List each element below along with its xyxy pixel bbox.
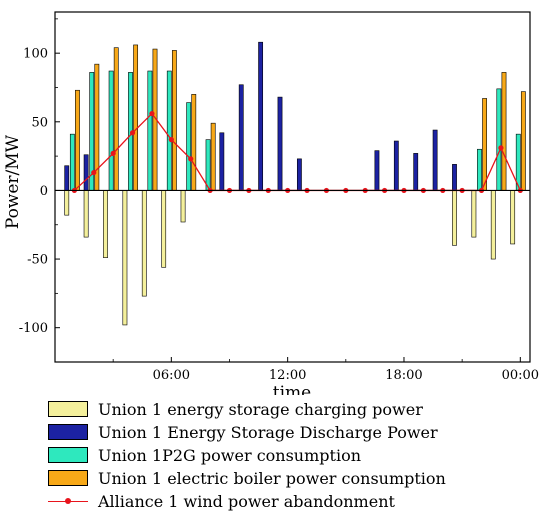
x-tick-label: 00:00 [502,368,539,383]
legend-item: Union 1P2G power consumption [48,444,548,467]
legend: Union 1 energy storage charging power Un… [48,398,548,513]
bar-p2g [205,139,211,191]
y-tick-label: -100 [19,321,48,336]
bar-p2g [477,148,482,191]
legend-label: Alliance 1 wind power abandonment [98,492,395,511]
bar-charging [122,190,128,326]
bar-discharge [452,164,457,191]
y-axis-label: Power/MW [3,134,23,229]
bar-p2g [496,88,502,191]
wind-abandonment-marker [498,145,504,151]
legend-swatch-discharge [48,424,88,440]
legend-label: Union 1 energy storage charging power [98,400,423,419]
bar-discharge [432,129,438,191]
bar-discharge [277,96,283,191]
legend-marker-wind [65,498,71,504]
legend-label: Union 1 Energy Storage Discharge Power [98,423,438,442]
x-tick-label: 12:00 [269,368,306,383]
y-tick-label: 50 [31,115,48,130]
bar-boiler [482,98,487,191]
bar-p2g [108,70,114,191]
bar-boiler [113,47,119,191]
y-tick-label: -50 [27,253,48,268]
bar-charging [180,190,186,223]
axes-layer: -100 -50 0 50 100 06:00 12:00 18:00 00:00 [19,11,539,383]
bar-charging [141,190,147,297]
bar-charging [161,190,167,268]
wind-abandonment-marker [91,169,97,176]
bar-boiler [501,72,507,191]
legend-item: Union 1 electric boiler power consumptio… [48,467,548,490]
wind-abandonment-marker [168,137,174,143]
bar-charging [452,190,457,246]
bar-p2g [147,70,153,191]
plot-frame [54,11,531,363]
bar-boiler [75,89,80,191]
bar-p2g [69,133,75,191]
legend-swatch-boiler [48,470,88,486]
bar-boiler [133,44,139,191]
wind-abandonment-marker [149,110,155,117]
bar-discharge [219,132,225,191]
y-tick-label: 0 [40,184,48,199]
bar-discharge [64,165,70,191]
legend-label: Union 1P2G power consumption [98,446,362,465]
bar-discharge [374,150,380,191]
x-tick-label: 06:00 [153,368,190,383]
bar-boiler [520,91,526,191]
bar-charging [471,190,477,238]
x-tick-label: 18:00 [385,368,422,383]
bars-layer [64,41,526,326]
chart-plot: -100 -50 0 50 100 06:00 12:00 18:00 00:00 Power/… [3,11,539,403]
wind-abandonment-marker [188,156,194,162]
legend-item: Alliance 1 wind power abandonment [48,490,548,513]
bar-charging [64,190,70,216]
bar-discharge [83,154,89,191]
bar-discharge [258,41,264,191]
bar-boiler [210,122,216,191]
bar-p2g [166,70,172,191]
legend-swatch-p2g [48,447,88,463]
bar-discharge [393,140,399,191]
bar-discharge [413,153,419,191]
wind-abandonment-marker [129,130,136,136]
bar-boiler [171,50,177,191]
y-tick-label: 100 [23,47,48,62]
x-axis-label: time [273,383,311,395]
bar-charging [510,190,516,245]
legend-swatch-charging [48,401,88,417]
bar-charging [490,190,496,260]
bar-discharge [238,84,244,191]
legend-item: Union 1 energy storage charging power [48,398,548,421]
wind-abandonment-marker [110,150,116,156]
legend-item: Union 1 Energy Storage Discharge Power [48,421,548,444]
legend-label: Union 1 electric boiler power consumptio… [98,469,446,488]
bar-discharge [296,158,302,191]
bar-charging [103,190,108,258]
bar-charging [83,190,89,238]
bar-p2g [186,102,192,191]
bar-boiler [191,94,197,191]
